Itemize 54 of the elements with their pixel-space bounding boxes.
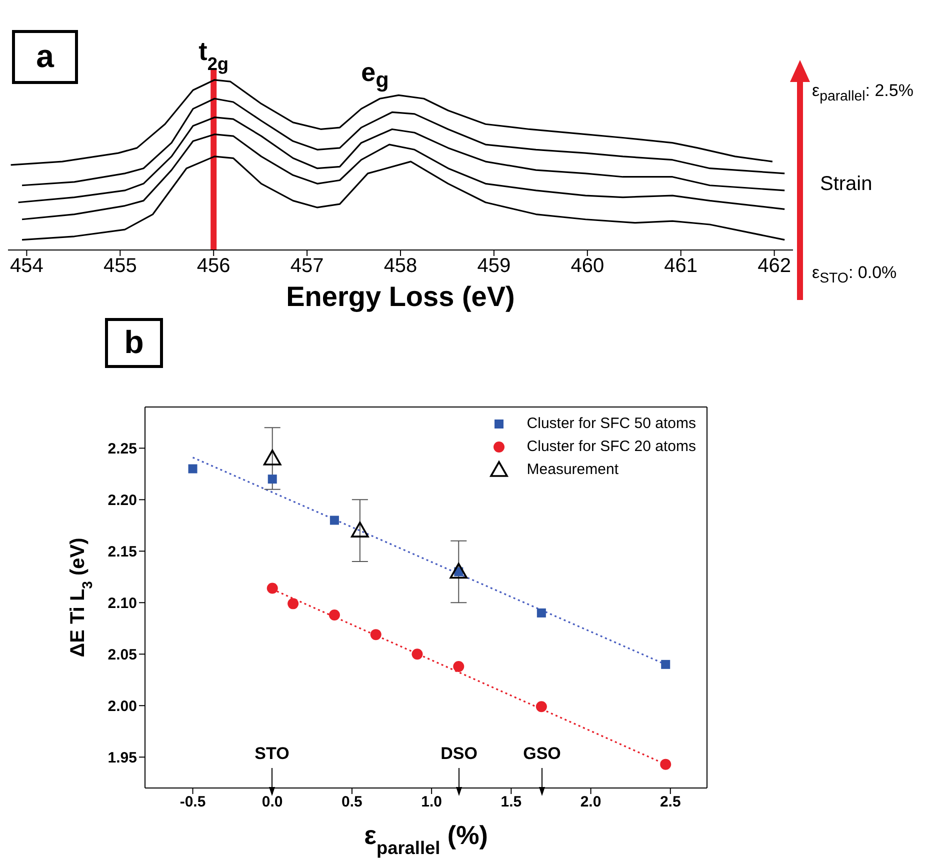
text: ε$_{parallel}$: 2.5% (812, 81, 914, 105)
point (536, 701, 547, 712)
x-tick-label: 457 (290, 255, 324, 278)
x-axis-title: ε$_{parallel}$ (%) (364, 820, 488, 858)
y-tick-label: 2.25 (108, 440, 137, 458)
x-tick-label: 460 (570, 255, 604, 278)
point (263, 450, 282, 466)
point (330, 516, 339, 525)
y-tick-label: 2.10 (108, 594, 137, 612)
point (536, 608, 546, 618)
x-tick-label: 459 (477, 255, 511, 278)
legend-label: Cluster for SFC 20 atoms (526, 438, 696, 455)
annotation: GSO (523, 744, 561, 764)
point (351, 522, 369, 538)
text: ε$_{STO}$: 0.0% (812, 263, 897, 287)
point (453, 660, 464, 672)
legend-label: Measurement (526, 461, 618, 478)
legend-label: Cluster for SFC 50 atoms (526, 415, 696, 432)
x-tick-label: 455 (103, 255, 137, 278)
y-tick-label: 1.95 (108, 749, 137, 766)
x-tick-label: 1.5 (500, 794, 522, 811)
x-tick-label: 456 (196, 255, 230, 278)
x-tick-label: 458 (384, 255, 418, 278)
x-tick-label: 2.5 (660, 794, 681, 811)
x-tick-label: 454 (10, 255, 44, 278)
point (288, 598, 299, 610)
point (328, 610, 340, 621)
point (188, 464, 198, 474)
y-tick-label: 2.20 (108, 492, 137, 509)
x-tick-label: 1.0 (421, 794, 442, 811)
y-tick-label: 2.05 (108, 646, 137, 664)
x-axis-title: Energy Loss (eV) (286, 281, 515, 312)
ref-line-label: t$_{2g}$ (198, 36, 229, 74)
x-tick-label: 462 (758, 255, 791, 278)
x-tick-label: -0.5 (180, 794, 206, 811)
point (266, 582, 278, 594)
text: Strain (820, 173, 872, 195)
point (661, 660, 670, 669)
point (450, 562, 468, 579)
annotation: DSO (440, 744, 478, 764)
y-tick-label: 2.00 (108, 698, 137, 715)
x-tick-label: 2.0 (580, 794, 602, 811)
annotation: STO (254, 744, 290, 764)
x-tick-label: 0.0 (262, 794, 283, 811)
point (660, 758, 672, 770)
x-tick-label: 461 (664, 255, 698, 278)
point (268, 474, 277, 484)
text: a (36, 38, 54, 75)
annotation: e$_{g}$ (361, 57, 389, 92)
text: b (124, 324, 144, 361)
x-tick-label: 0.5 (342, 794, 362, 811)
point (412, 648, 423, 660)
y-tick-label: 2.15 (108, 543, 137, 560)
point (370, 629, 382, 640)
